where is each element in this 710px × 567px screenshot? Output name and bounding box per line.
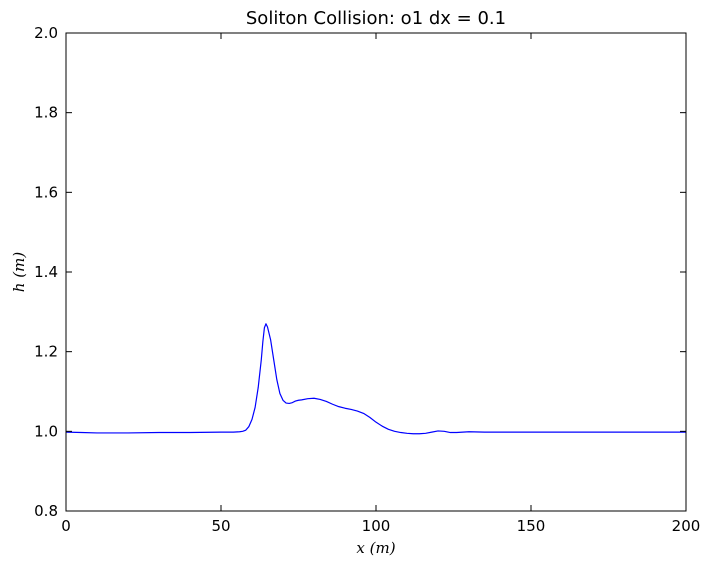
y-tick-label: 1.2 — [34, 343, 58, 361]
y-tick-label: 1.6 — [34, 183, 58, 201]
series-line-0 — [65, 323, 686, 435]
chart-title: Soliton Collision: o1 dx = 0.1 — [246, 8, 506, 29]
y-axis-label: h (m) — [10, 252, 28, 293]
x-tick-label: 200 — [672, 517, 701, 535]
x-tick-label: 100 — [362, 517, 391, 535]
plot-background — [66, 33, 686, 511]
y-tick-label: 0.8 — [34, 502, 58, 520]
y-tick-label: 2.0 — [34, 24, 58, 42]
y-tick-label: 1.8 — [34, 104, 58, 122]
plot-area: 0 50 100 150 200 0.8 1.0 1.2 1.4 1.6 1.8 2.0 — [34, 24, 700, 535]
x-tick-label: 0 — [61, 517, 71, 535]
x-tick-label: 150 — [517, 517, 546, 535]
y-tick-label: 1.4 — [34, 263, 58, 281]
y-tick-label: 1.0 — [34, 422, 58, 440]
x-tick-label: 50 — [211, 517, 230, 535]
x-axis-label: x (m) — [356, 539, 395, 557]
